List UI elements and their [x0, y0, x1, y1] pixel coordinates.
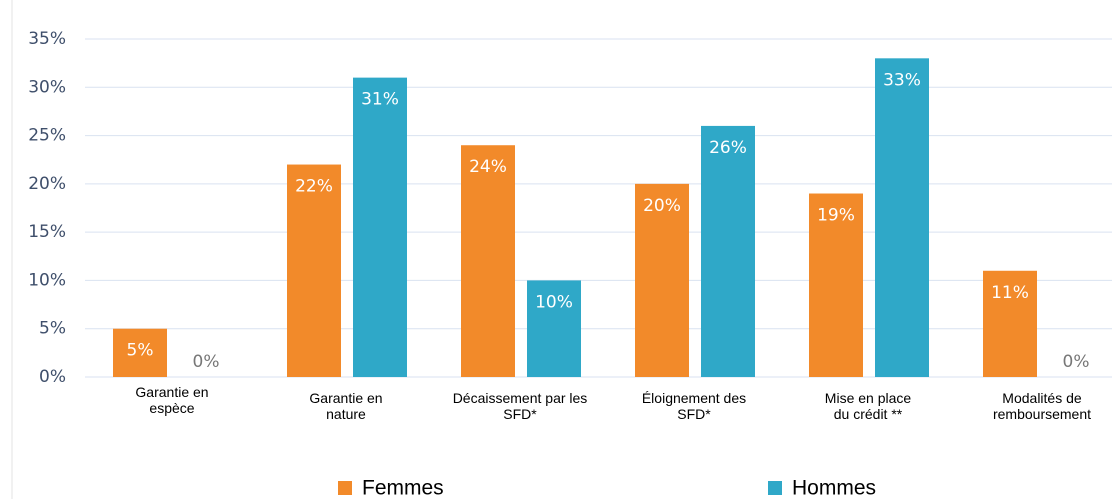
bar — [701, 125, 755, 378]
bar — [635, 183, 689, 377]
y-tick-label: 35% — [28, 29, 66, 49]
data-label: 22% — [295, 177, 333, 197]
y-tick-label: 20% — [28, 174, 66, 194]
data-label: 0% — [1063, 352, 1090, 372]
bar — [527, 280, 581, 377]
y-tick-label: 15% — [28, 222, 66, 242]
x-tick-label: Décaissement par les SFD* — [452, 390, 588, 422]
bar — [461, 145, 515, 377]
data-label: 24% — [469, 157, 507, 177]
y-tick-label: 10% — [28, 270, 66, 290]
bar — [113, 328, 167, 377]
legend-label: Femmes — [362, 477, 444, 499]
data-label: 33% — [883, 70, 921, 90]
data-label: 5% — [127, 341, 154, 361]
x-tick-label: Garantie en nature — [309, 390, 383, 422]
y-tick-label: 5% — [39, 319, 66, 339]
bar — [353, 77, 407, 377]
data-label: 10% — [535, 292, 573, 312]
y-tick-label: 30% — [28, 77, 66, 97]
data-label: 19% — [817, 206, 855, 226]
legend-swatch — [768, 481, 782, 495]
y-tick-label: 0% — [39, 367, 66, 387]
data-label: 31% — [361, 90, 399, 110]
x-tick-label: Garantie en espèce — [135, 384, 209, 416]
x-tick-label: Modalités de remboursement — [992, 390, 1092, 422]
y-tick-label: 25% — [28, 126, 66, 146]
bar — [809, 193, 863, 377]
bar — [287, 164, 341, 377]
data-label: 0% — [193, 352, 220, 372]
data-label: 11% — [991, 283, 1029, 303]
legend-label: Hommes — [792, 477, 876, 499]
legend-swatch — [338, 481, 352, 495]
data-label: 26% — [709, 138, 747, 158]
x-tick-label: Éloignement des SFD* — [641, 390, 747, 422]
bar — [983, 270, 1037, 377]
data-label: 20% — [643, 196, 681, 216]
bar — [875, 58, 929, 378]
x-tick-label: Mise en place du crédit ** — [824, 390, 912, 422]
